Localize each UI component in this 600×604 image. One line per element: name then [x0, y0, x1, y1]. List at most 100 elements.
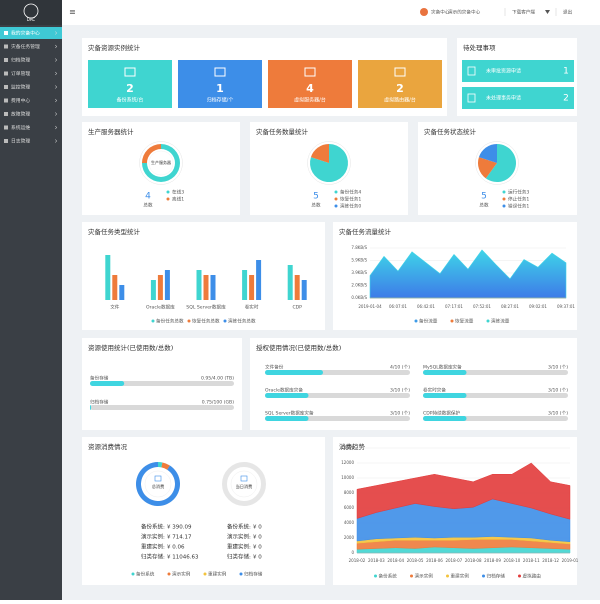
cost-name: 备份系统:	[227, 523, 251, 531]
ring-outline	[139, 141, 183, 185]
panel-title: 灾备资源实例统计	[88, 43, 141, 52]
legend-label: 备份任务4	[340, 189, 361, 196]
bar	[196, 270, 202, 300]
legend-label: 恢复流量	[455, 318, 474, 325]
license-name: 卷实时灾备	[423, 387, 446, 394]
todo-item[interactable]	[462, 60, 574, 82]
todo-value: 2	[563, 94, 569, 104]
legend-label: 备份系统	[379, 573, 398, 580]
legend-dot	[410, 574, 413, 578]
menu-icon	[4, 125, 8, 130]
chevron	[54, 85, 58, 89]
menu-item[interactable]: 归档管理	[11, 57, 30, 64]
x-tick-label: 09:37:01	[557, 304, 575, 309]
cost-value: ¥ 0	[253, 555, 262, 561]
legend-dot	[334, 197, 338, 201]
panel-title: 资源使用统计(已使用数/总数)	[88, 343, 173, 352]
topbar	[62, 0, 600, 25]
legend-label: 归档存储	[487, 573, 506, 580]
menu-item[interactable]: 监控管理	[11, 84, 30, 91]
bar	[242, 270, 248, 300]
x-tick-label: 2018-09	[484, 558, 501, 563]
resource-label: 0.95/4.00 (TB)	[201, 376, 234, 382]
center-disc	[144, 470, 172, 498]
bar	[301, 280, 307, 300]
x-tick-label: 2018-03	[368, 558, 385, 563]
license-name: 文件备份	[265, 364, 284, 371]
menu-item[interactable]: 我的灾备中心	[11, 30, 40, 37]
logout[interactable]: 退出	[563, 9, 573, 16]
legend-dot	[446, 574, 449, 578]
legend-dot	[334, 190, 338, 194]
menu-item[interactable]: 故障管理	[11, 111, 30, 118]
menu-item[interactable]: 系统运维	[11, 124, 30, 131]
progress-fill	[423, 416, 467, 421]
panel-title: 待处理事项	[463, 43, 496, 52]
x-tick-label: 文件	[110, 304, 120, 311]
progress-fill	[423, 370, 467, 375]
x-tick-label: 06:07:01	[389, 304, 407, 309]
legend-dot	[223, 319, 227, 323]
license-label: 3/10 (个)	[548, 388, 568, 394]
chevron	[54, 98, 58, 103]
logo-icon	[23, 3, 39, 19]
menu-icon	[4, 58, 8, 62]
legend-dot	[518, 574, 521, 578]
license-name: SQL Server数据库灾备	[265, 410, 314, 417]
legend-dot	[414, 319, 418, 323]
menu-item[interactable]: 灾备任务管理	[11, 43, 40, 50]
area-band	[356, 462, 571, 520]
panel-title: 灾备任务数量统计	[256, 127, 309, 136]
sidebar	[0, 0, 62, 600]
todo-item[interactable]	[462, 87, 574, 109]
bar	[157, 275, 163, 300]
x-tick-label: SQL Server数据库	[186, 304, 226, 311]
y-tick-label: 4000	[344, 520, 355, 525]
y-tick-label: 6000	[344, 505, 355, 510]
ring-base	[222, 462, 266, 506]
tile-label: 虚拟服务器/台	[294, 97, 326, 104]
menu-active	[0, 27, 62, 39]
menu-item[interactable]: 订单管理	[11, 70, 30, 77]
bar	[256, 260, 262, 300]
user[interactable]: 灾备中心	[431, 9, 450, 16]
download[interactable]: 下载客户端	[512, 9, 535, 16]
center-icon	[240, 475, 248, 482]
menu-item[interactable]: 日志管理	[11, 138, 30, 145]
menu-icon[interactable]: ≡	[69, 8, 76, 17]
menu-item[interactable]: 费用中心	[11, 97, 30, 104]
y-tick-label: 5.9KB/S	[351, 258, 367, 263]
todo-label: 未处理事务申请	[486, 95, 521, 102]
total-value: 4	[145, 192, 151, 202]
panel-title: 灾备任务类型统计	[88, 227, 141, 236]
legend-dot	[203, 572, 207, 576]
cost-value: ¥ 11046.63	[167, 555, 199, 561]
legend-label: 备份系统	[136, 571, 155, 578]
legend-dot	[239, 572, 243, 576]
x-tick-label: 07:52:01	[473, 304, 491, 309]
panel-title: 资源消费情况	[88, 442, 128, 451]
legend-label: 虚拟路由	[523, 573, 542, 580]
progress-fill	[90, 405, 92, 410]
tile-label: 备份系统/台	[117, 97, 144, 104]
legend-dot	[131, 572, 135, 576]
x-tick-label: 2018-05	[407, 558, 424, 563]
cost-name: 重建实例:	[141, 543, 165, 551]
menu-icon	[4, 71, 8, 76]
avatar	[420, 8, 428, 16]
x-tick-label: 08:27:01	[501, 304, 519, 309]
legend-label: 备份流量	[419, 318, 438, 325]
slice	[161, 462, 170, 470]
legend-label: 运行任务3	[508, 189, 529, 196]
x-tick-label: 2019-01-04	[358, 304, 382, 309]
resource-name: 备份存储	[90, 375, 109, 382]
y-tick-label: 7.8KB/S	[351, 245, 367, 250]
center-disc	[230, 470, 258, 498]
center[interactable]: 演示的灾备中心	[448, 9, 481, 16]
progress-fill	[423, 393, 467, 398]
panel	[250, 338, 577, 430]
x-tick-label: 2018-12	[542, 558, 559, 563]
legend-dot	[482, 574, 485, 578]
total-label: 总数	[479, 202, 489, 209]
license-label: 3/10 (个)	[548, 365, 568, 371]
